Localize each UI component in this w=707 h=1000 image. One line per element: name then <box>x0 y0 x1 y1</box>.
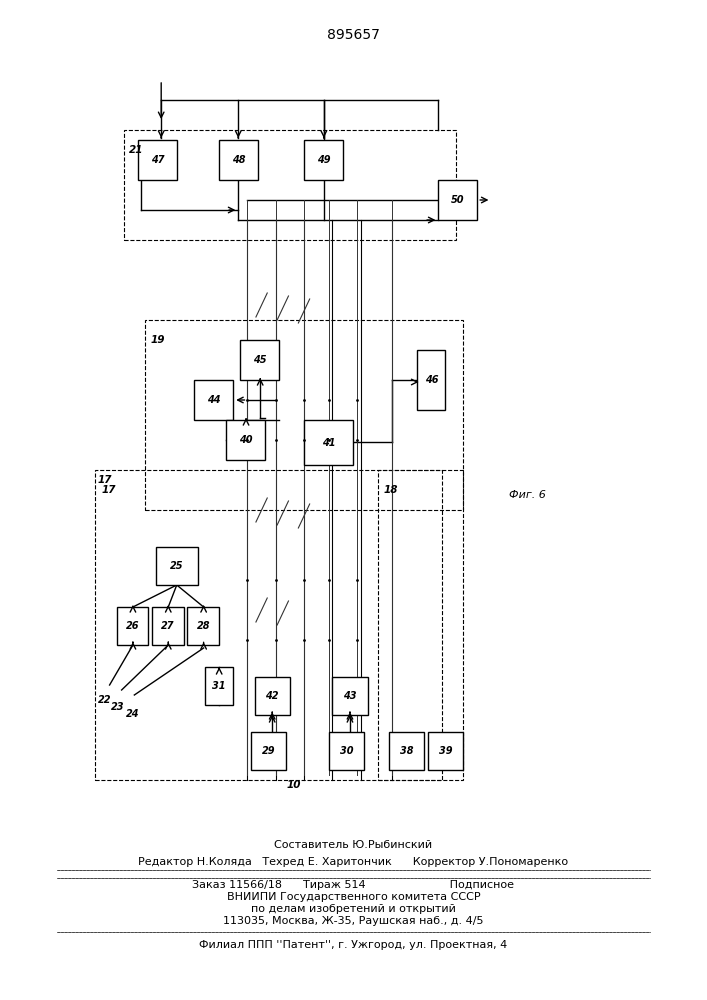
Text: 29: 29 <box>262 746 276 756</box>
Text: ВНИИПИ Государственного комитета СССР: ВНИИПИ Государственного комитета СССР <box>227 892 480 902</box>
Text: 17: 17 <box>101 485 116 495</box>
Text: 17: 17 <box>98 475 112 485</box>
Text: 43: 43 <box>343 691 357 701</box>
Bar <box>95 470 442 780</box>
Text: 31: 31 <box>212 681 226 691</box>
Bar <box>378 470 463 780</box>
FancyBboxPatch shape <box>156 547 198 585</box>
Text: 18: 18 <box>384 485 399 495</box>
FancyBboxPatch shape <box>428 732 463 770</box>
Text: по делам изобретений и открытий: по делам изобретений и открытий <box>251 904 456 914</box>
Text: 24: 24 <box>125 709 139 719</box>
FancyBboxPatch shape <box>332 677 368 715</box>
FancyBboxPatch shape <box>187 607 219 645</box>
Text: Заказ 11566/18      Тираж 514                        Подписное: Заказ 11566/18 Тираж 514 Подписное <box>192 880 515 890</box>
Text: 41: 41 <box>322 438 336 448</box>
Text: 45: 45 <box>253 355 267 365</box>
Text: 21: 21 <box>129 145 144 155</box>
FancyBboxPatch shape <box>329 732 364 770</box>
FancyBboxPatch shape <box>389 732 424 770</box>
Text: Составитель Ю.Рыбинский: Составитель Ю.Рыбинский <box>274 840 433 850</box>
Text: 25: 25 <box>170 561 184 571</box>
FancyBboxPatch shape <box>438 180 477 220</box>
Text: 19: 19 <box>151 335 165 345</box>
Text: Фиг. 6: Фиг. 6 <box>509 490 546 500</box>
Text: 895657: 895657 <box>327 28 380 42</box>
FancyBboxPatch shape <box>152 607 184 645</box>
Text: 39: 39 <box>438 746 452 756</box>
Text: 50: 50 <box>451 195 464 205</box>
FancyBboxPatch shape <box>138 140 177 180</box>
Text: 40: 40 <box>239 435 252 445</box>
FancyBboxPatch shape <box>240 340 279 380</box>
Text: 42: 42 <box>265 691 279 701</box>
Text: 26: 26 <box>126 621 139 631</box>
FancyBboxPatch shape <box>417 350 445 410</box>
Text: 30: 30 <box>339 746 354 756</box>
FancyBboxPatch shape <box>194 380 233 420</box>
Text: 46: 46 <box>424 375 438 385</box>
Text: 113035, Москва, Ж-35, Раушская наб., д. 4/5: 113035, Москва, Ж-35, Раушская наб., д. … <box>223 916 484 926</box>
Text: 38: 38 <box>399 746 414 756</box>
Text: 49: 49 <box>317 155 330 165</box>
FancyBboxPatch shape <box>205 667 233 705</box>
FancyBboxPatch shape <box>304 420 354 465</box>
Text: Филиал ППП ''Патент'', г. Ужгород, ул. Проектная, 4: Филиал ППП ''Патент'', г. Ужгород, ул. П… <box>199 940 508 950</box>
FancyBboxPatch shape <box>251 732 286 770</box>
Text: 22: 22 <box>98 695 112 705</box>
Text: 27: 27 <box>161 621 175 631</box>
FancyBboxPatch shape <box>219 140 258 180</box>
Text: 44: 44 <box>207 395 221 405</box>
Text: 48: 48 <box>232 155 245 165</box>
FancyBboxPatch shape <box>304 140 343 180</box>
FancyBboxPatch shape <box>255 677 290 715</box>
Bar <box>145 320 463 510</box>
Text: Редактор Н.Коляда   Техред Е. Харитончик      Корректор У.Пономаренко: Редактор Н.Коляда Техред Е. Харитончик К… <box>139 857 568 867</box>
Text: 10: 10 <box>286 780 300 790</box>
Text: 28: 28 <box>197 621 210 631</box>
Text: 47: 47 <box>151 155 164 165</box>
FancyBboxPatch shape <box>226 420 265 460</box>
FancyBboxPatch shape <box>117 607 148 645</box>
Text: 23: 23 <box>111 702 125 712</box>
Bar <box>124 130 456 240</box>
